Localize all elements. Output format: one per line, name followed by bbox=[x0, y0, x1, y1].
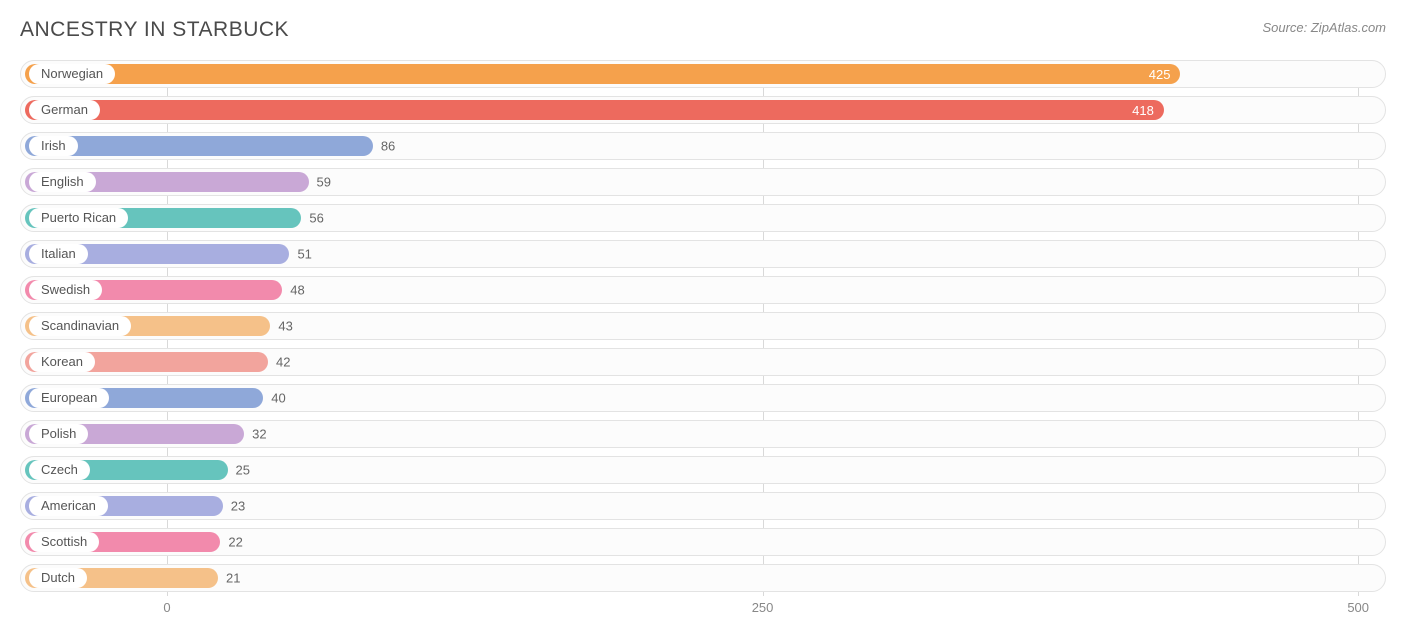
bar-value: 48 bbox=[290, 283, 304, 298]
bar-label: Italian bbox=[29, 244, 88, 264]
bar-value: 43 bbox=[278, 319, 292, 334]
bar-track: 42 Korean bbox=[20, 348, 1386, 376]
bar-label: Korean bbox=[29, 352, 95, 372]
bar-label: Dutch bbox=[29, 568, 87, 588]
bars-container: 425 Norwegian 418 German 86 Irish 59 English 56 P… bbox=[20, 60, 1386, 592]
bar-track: 32 Polish bbox=[20, 420, 1386, 448]
bar-value: 21 bbox=[226, 571, 240, 586]
bar-label: Czech bbox=[29, 460, 90, 480]
bar-label: Irish bbox=[29, 136, 78, 156]
bar-value: 42 bbox=[276, 355, 290, 370]
x-tick: 250 bbox=[752, 600, 774, 615]
bar-track: 21 Dutch bbox=[20, 564, 1386, 592]
bar-label: Scottish bbox=[29, 532, 99, 552]
bar-value: 86 bbox=[381, 139, 395, 154]
chart-area: 425 Norwegian 418 German 86 Irish 59 English 56 P… bbox=[20, 60, 1386, 624]
bar-value: 22 bbox=[228, 535, 242, 550]
bar-track: 51 Italian bbox=[20, 240, 1386, 268]
bar-label: German bbox=[29, 100, 100, 120]
bar-track: 22 Scottish bbox=[20, 528, 1386, 556]
bar-label: Swedish bbox=[29, 280, 102, 300]
bar-track: 425 Norwegian bbox=[20, 60, 1386, 88]
bar-label: Puerto Rican bbox=[29, 208, 128, 228]
bar-track: 40 European bbox=[20, 384, 1386, 412]
bar-track: 25 Czech bbox=[20, 456, 1386, 484]
bar-track: 48 Swedish bbox=[20, 276, 1386, 304]
x-tick: 500 bbox=[1347, 600, 1369, 615]
bar-track: 43 Scandinavian bbox=[20, 312, 1386, 340]
bar-label: Polish bbox=[29, 424, 88, 444]
chart-source: Source: ZipAtlas.com bbox=[1262, 20, 1386, 35]
bar-value: 51 bbox=[297, 247, 311, 262]
chart-header: ANCESTRY IN STARBUCK Source: ZipAtlas.co… bbox=[20, 18, 1386, 42]
bar-track: 418 German bbox=[20, 96, 1386, 124]
bar-label: European bbox=[29, 388, 109, 408]
bar-value: 59 bbox=[317, 175, 331, 190]
bar-fill: 425 bbox=[25, 64, 1180, 84]
bar-value: 23 bbox=[231, 499, 245, 514]
bar-fill: 418 bbox=[25, 100, 1164, 120]
bar-track: 59 English bbox=[20, 168, 1386, 196]
bar-value: 56 bbox=[309, 211, 323, 226]
bar-value: 32 bbox=[252, 427, 266, 442]
bar-track: 56 Puerto Rican bbox=[20, 204, 1386, 232]
bar-label: English bbox=[29, 172, 96, 192]
x-tick: 0 bbox=[163, 600, 170, 615]
x-axis: 0 250 500 bbox=[20, 600, 1386, 624]
bar-value: 418 bbox=[1132, 103, 1154, 118]
bar-label: Scandinavian bbox=[29, 316, 131, 336]
bar-track: 23 American bbox=[20, 492, 1386, 520]
bar-track: 86 Irish bbox=[20, 132, 1386, 160]
bar-value: 425 bbox=[1149, 67, 1171, 82]
chart-title: ANCESTRY IN STARBUCK bbox=[20, 18, 289, 42]
bar-label: American bbox=[29, 496, 108, 516]
bar-value: 25 bbox=[236, 463, 250, 478]
bar-label: Norwegian bbox=[29, 64, 115, 84]
bar-value: 40 bbox=[271, 391, 285, 406]
